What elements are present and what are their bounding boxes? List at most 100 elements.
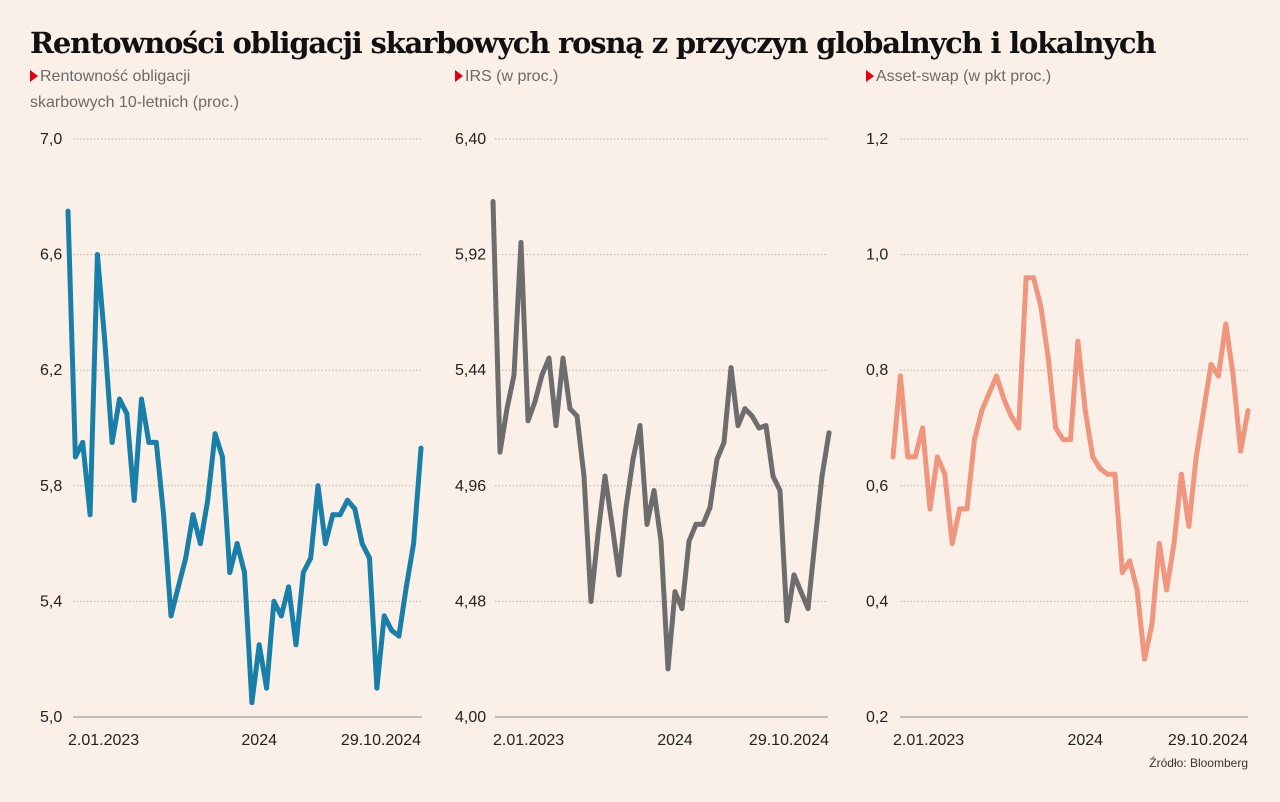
data-point xyxy=(539,372,545,378)
data-point xyxy=(672,589,678,595)
data-point xyxy=(651,488,657,494)
y-tick-label: 4,48 xyxy=(455,593,486,610)
data-point xyxy=(418,445,424,451)
data-point xyxy=(986,390,992,396)
data-point xyxy=(812,538,818,544)
chart-title: Rentowności obligacji skarbowych rosną z… xyxy=(30,26,1156,60)
data-point xyxy=(588,598,594,604)
data-point xyxy=(1075,338,1081,344)
data-point xyxy=(805,606,811,612)
y-tick-label: 5,44 xyxy=(455,362,486,379)
data-point xyxy=(553,423,559,429)
data-point xyxy=(286,584,292,590)
data-point xyxy=(1238,448,1244,454)
x-tick-label: 2024 xyxy=(1067,732,1103,749)
data-point xyxy=(749,413,755,419)
data-point xyxy=(1016,425,1022,431)
data-point xyxy=(1082,408,1088,414)
data-point xyxy=(927,506,933,512)
source-note: Źródło: Bloomberg xyxy=(1149,756,1248,770)
data-point xyxy=(770,473,776,479)
red-triangle-icon xyxy=(30,70,38,82)
x-tick-label: 2024 xyxy=(241,732,277,749)
y-tick-label: 7,0 xyxy=(40,131,62,148)
panel-1: 7,0 6,6 6,2 5,8 5,4 5,0 2.01.2023 2024 29.10.202… xyxy=(40,131,424,749)
data-point xyxy=(183,555,189,561)
data-point xyxy=(616,572,622,578)
x-tick-label: 2.01.2023 xyxy=(493,732,564,749)
data-point xyxy=(721,439,727,445)
data-point xyxy=(87,512,93,518)
data-point xyxy=(1104,471,1110,477)
x-tick-label: 29.10.2024 xyxy=(749,732,829,749)
x-tick-label: 2.01.2023 xyxy=(893,732,964,749)
series-line xyxy=(65,208,424,706)
data-point xyxy=(102,338,108,344)
data-point xyxy=(315,483,321,489)
data-point xyxy=(146,439,152,445)
x-tick-label: 2.01.2023 xyxy=(68,732,139,749)
data-point xyxy=(497,449,503,455)
data-point xyxy=(665,666,671,672)
y-tick-label: 5,0 xyxy=(40,709,62,726)
panel-3-subtitle: Asset-swap (w pkt proc.) xyxy=(866,64,1051,90)
data-point xyxy=(1178,471,1184,477)
data-point xyxy=(742,406,748,412)
y-tick-label: 4,96 xyxy=(455,478,486,495)
data-point xyxy=(1171,541,1177,547)
data-point xyxy=(1097,465,1103,471)
data-point xyxy=(411,541,417,547)
data-point xyxy=(637,423,643,429)
data-point xyxy=(322,541,328,547)
y-tick-label: 0,6 xyxy=(866,478,888,495)
data-point xyxy=(1208,361,1214,367)
data-point xyxy=(1186,523,1192,529)
panel-1-subtitle: Rentowność obligacji skarbowych 10-letni… xyxy=(30,64,239,116)
data-point xyxy=(1223,321,1229,327)
data-point xyxy=(234,541,240,547)
data-point xyxy=(595,531,601,537)
data-point xyxy=(249,700,255,706)
data-point xyxy=(1230,373,1236,379)
data-point xyxy=(205,497,211,503)
data-point xyxy=(352,506,358,512)
y-tick-label: 0,2 xyxy=(866,709,888,726)
data-point xyxy=(905,454,911,460)
data-point xyxy=(197,541,203,547)
data-point xyxy=(1164,587,1170,593)
data-point xyxy=(525,418,531,424)
data-point xyxy=(1141,656,1147,662)
data-point xyxy=(1193,454,1199,460)
data-point xyxy=(271,598,277,604)
data-point xyxy=(124,411,130,417)
data-point xyxy=(1008,413,1014,419)
data-point xyxy=(94,252,100,258)
data-point xyxy=(644,521,650,527)
data-point xyxy=(735,423,741,429)
data-point xyxy=(1038,304,1044,310)
data-point xyxy=(511,372,517,378)
data-point xyxy=(116,396,122,402)
x-tick-label: 29.10.2024 xyxy=(341,732,421,749)
data-point xyxy=(1001,396,1007,402)
data-point xyxy=(567,406,573,412)
y-tick-label: 5,4 xyxy=(40,593,62,610)
data-point xyxy=(504,406,510,412)
x-tick-label: 2024 xyxy=(657,732,693,749)
y-tick-label: 6,2 xyxy=(40,362,62,379)
data-point xyxy=(403,584,409,590)
data-point xyxy=(161,512,167,518)
y-tick-label: 0,4 xyxy=(866,593,888,610)
data-point xyxy=(784,618,790,624)
y-tick-label: 4,00 xyxy=(455,709,486,726)
y-tick-label: 0,8 xyxy=(866,362,888,379)
data-point xyxy=(359,541,365,547)
data-point xyxy=(72,454,78,460)
data-point xyxy=(679,606,685,612)
y-tick-label: 1,2 xyxy=(866,131,888,148)
data-point xyxy=(826,430,832,436)
data-point xyxy=(374,685,380,691)
data-point xyxy=(546,355,552,361)
data-point xyxy=(609,521,615,527)
data-point xyxy=(560,355,566,361)
